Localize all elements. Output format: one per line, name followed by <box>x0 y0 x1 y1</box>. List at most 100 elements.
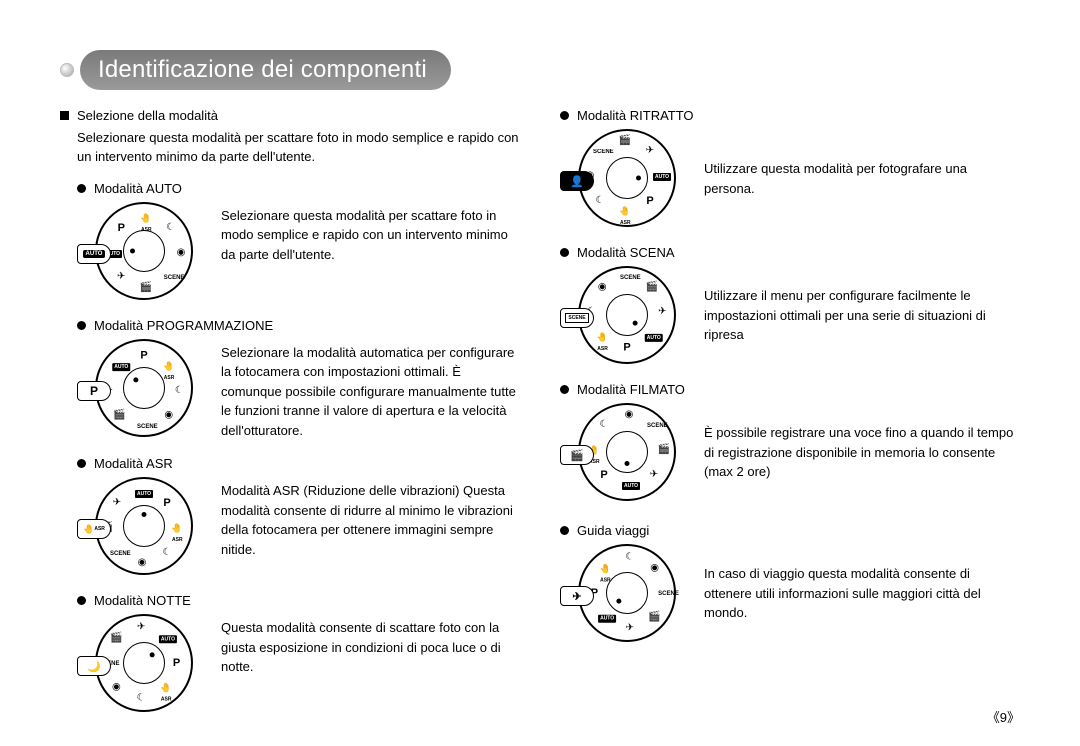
bullet-icon <box>77 321 86 330</box>
dial-position-icon: P <box>169 656 183 670</box>
dial-position-icon: 🤚ASR <box>159 681 173 695</box>
header-dot-icon <box>60 63 74 77</box>
dial-position-icon: ☾ <box>134 691 148 705</box>
dial-position-icon: ✈ <box>623 621 637 635</box>
mode-heading: Modalità FILMATO <box>560 382 1020 397</box>
dial-position-icon: 🤚ASR <box>162 359 176 373</box>
mode-dial: AUTOP🤚ASR☾◉SCENE🎬✈AUTO <box>77 202 207 302</box>
dial-position-icon: 🎬 <box>648 611 662 625</box>
dial-position-icon: P <box>620 340 634 354</box>
dial-pointer: 👤 <box>560 171 594 191</box>
dial-position-icon: ☾ <box>160 546 174 560</box>
dial-position-icon: ✈ <box>655 305 669 319</box>
dial-position-icon: AUTO <box>112 359 126 373</box>
mode-row: AUTOP🤚ASR☾◉SCENE🎬✈🎬 È possibile registra… <box>560 403 1020 503</box>
mode-desc: Utilizzare questa modalità per fotografa… <box>704 129 1020 198</box>
mode-desc: Questa modalità consente di scattare fot… <box>221 614 520 677</box>
content-columns: Selezione della modalità Selezionare que… <box>60 108 1020 730</box>
dial-position-icon: ◉ <box>595 280 609 294</box>
mode-heading: Modalità SCENA <box>560 245 1020 260</box>
mode-heading: Modalità AUTO <box>77 181 520 196</box>
mode-row: AUTOP🤚ASR☾◉SCENE🎬✈SCENE Utilizzare il me… <box>560 266 1020 366</box>
dial-center <box>606 157 648 199</box>
dial-pointer: SCENE <box>560 308 594 328</box>
mode-block: Modalità NOTTE AUTOP🤚ASR☾◉SCENE🎬✈🌙 Quest… <box>60 593 520 714</box>
dial-position-icon: AUTO <box>598 611 612 625</box>
mode-block: Modalità RITRATTO AUTOP🤚ASR☾◉SCENE🎬✈👤 Ut… <box>560 108 1020 229</box>
dial-position-icon: ✈ <box>647 468 661 482</box>
mode-title: Modalità PROGRAMMAZIONE <box>94 318 273 333</box>
dial-position-icon: 🤚ASR <box>598 561 612 575</box>
mode-block: Modalità AUTO AUTOP🤚ASR☾◉SCENE🎬✈AUTO Sel… <box>60 181 520 302</box>
selection-heading-text: Selezione della modalità <box>77 108 218 123</box>
square-bullet-icon <box>60 111 69 120</box>
dial-pointer: AUTO <box>77 244 111 264</box>
dial-position-icon: 🤚ASR <box>618 204 632 218</box>
mode-title: Guida viaggi <box>577 523 649 538</box>
section-heading: Selezione della modalità <box>60 108 520 123</box>
mode-row: AUTOP🤚ASR☾◉SCENE🎬✈🤚ASR Modalità ASR (Rid… <box>77 477 520 577</box>
dial-position-icon: 🤚ASR <box>170 521 184 535</box>
dial-position-icon: AUTO <box>653 169 667 183</box>
mode-dial: AUTOP🤚ASR☾◉SCENE🎬✈🎬 <box>560 403 690 503</box>
right-column: Modalità RITRATTO AUTOP🤚ASR☾◉SCENE🎬✈👤 Ut… <box>560 108 1020 730</box>
dial-position-icon: P <box>160 496 174 510</box>
mode-block: Modalità ASR AUTOP🤚ASR☾◉SCENE🎬✈🤚ASR Moda… <box>60 456 520 577</box>
dial-position-icon: 🎬 <box>112 408 126 422</box>
dial-position-icon: ☾ <box>597 418 611 432</box>
dial-center <box>123 505 165 547</box>
dial-position-icon: 🎬 <box>109 631 123 645</box>
bullet-icon <box>77 184 86 193</box>
dial-position-icon: ✈ <box>114 270 128 284</box>
mode-heading: Modalità PROGRAMMAZIONE <box>77 318 520 333</box>
mode-row: AUTOP🤚ASR☾◉SCENE🎬✈🌙 Questa modalità cons… <box>77 614 520 714</box>
dial-position-icon: ☾ <box>172 384 186 398</box>
dial-pointer: ✈ <box>560 586 594 606</box>
dial-position-icon: P <box>643 194 657 208</box>
mode-block: Modalità PROGRAMMAZIONE AUTOP🤚ASR☾◉SCENE… <box>60 318 520 441</box>
dial-position-icon: AUTO <box>622 478 636 492</box>
mode-title: Modalità AUTO <box>94 181 182 196</box>
page-header: Identificazione dei componenti <box>60 50 451 90</box>
dial-position-icon: ☾ <box>623 551 637 565</box>
dial-position-icon: ◉ <box>648 561 662 575</box>
mode-title: Modalità FILMATO <box>577 382 685 397</box>
mode-dial: AUTOP🤚ASR☾◉SCENE🎬✈🤚ASR <box>77 477 207 577</box>
bullet-icon <box>560 385 569 394</box>
dial-position-icon: SCENE <box>137 418 151 432</box>
dial-pointer: 🎬 <box>560 445 594 465</box>
dial-position-icon: SCENE <box>593 144 607 158</box>
dial-position-icon: P <box>114 221 128 235</box>
mode-desc: Modalità ASR (Riduzione delle vibrazioni… <box>221 477 520 559</box>
mode-block: Modalità SCENA AUTOP🤚ASR☾◉SCENE🎬✈SCENE U… <box>560 245 1020 366</box>
mode-desc: Selezionare la modalità automatica per c… <box>221 339 520 441</box>
page-title: Identificazione dei componenti <box>80 50 451 90</box>
mode-dial: AUTOP🤚ASR☾◉SCENE🎬✈P <box>77 339 207 439</box>
mode-heading: Modalità RITRATTO <box>560 108 1020 123</box>
dial-position-icon: SCENE <box>620 270 634 284</box>
dial-position-icon: ◉ <box>174 246 188 260</box>
mode-block: Guida viaggi AUTOP🤚ASR☾◉SCENE🎬✈✈ In caso… <box>560 523 1020 644</box>
mode-dial: AUTOP🤚ASR☾◉SCENE🎬✈✈ <box>560 544 690 644</box>
mode-heading: Modalità ASR <box>77 456 520 471</box>
mode-block: Modalità FILMATO AUTOP🤚ASR☾◉SCENE🎬✈🎬 È p… <box>560 382 1020 503</box>
dial-position-icon: 🤚ASR <box>139 211 153 225</box>
mode-desc: È possibile registrare una voce fino a q… <box>704 403 1020 482</box>
dial-position-icon: AUTO <box>135 486 149 500</box>
dial-position-icon: ☾ <box>164 221 178 235</box>
mode-row: AUTOP🤚ASR☾◉SCENE🎬✈P Selezionare la modal… <box>77 339 520 441</box>
dial-position-icon: 🎬 <box>618 134 632 148</box>
dial-position-icon: SCENE <box>164 270 178 284</box>
mode-row: AUTOP🤚ASR☾◉SCENE🎬✈AUTO Selezionare quest… <box>77 202 520 302</box>
mode-heading: Modalità NOTTE <box>77 593 520 608</box>
dial-position-icon: SCENE <box>647 418 661 432</box>
dial-position-icon: AUTO <box>159 631 173 645</box>
bullet-icon <box>77 596 86 605</box>
mode-title: Modalità RITRATTO <box>577 108 694 123</box>
dial-position-icon: SCENE <box>658 586 672 600</box>
dial-center <box>606 431 648 473</box>
bullet-icon <box>77 459 86 468</box>
dial-pointer: P <box>77 381 111 401</box>
dial-position-icon: 🎬 <box>645 280 659 294</box>
mode-desc: In caso di viaggio questa modalità conse… <box>704 544 1020 623</box>
